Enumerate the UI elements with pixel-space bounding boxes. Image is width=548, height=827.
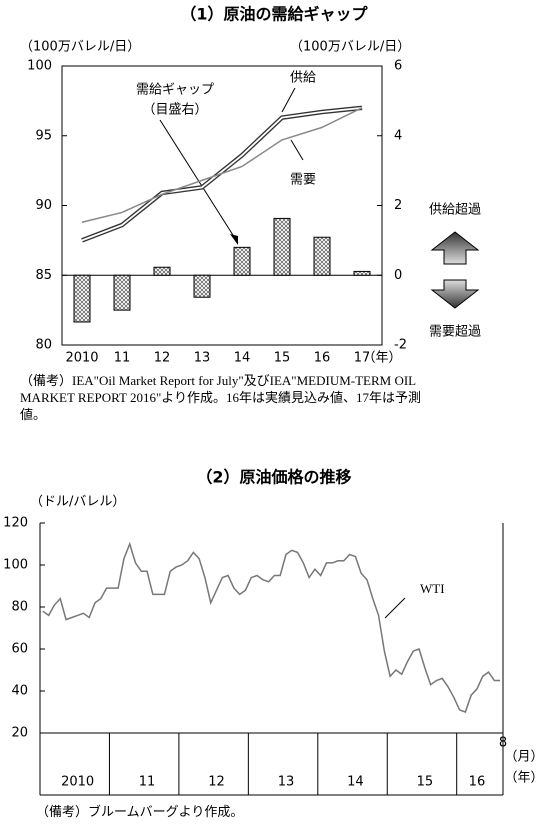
y-tick-label: 60 xyxy=(11,642,28,657)
x-tick-label: 14 xyxy=(234,351,251,366)
x-tick-label: 11 xyxy=(114,351,131,366)
year-label: 11 xyxy=(139,775,156,790)
x-tick-label: 2010 xyxy=(65,351,98,366)
series-label: WTI xyxy=(420,581,445,596)
year-label: 16 xyxy=(469,775,486,790)
arrowhead xyxy=(230,234,238,245)
pointer xyxy=(384,597,406,619)
annotation: （目盛右） xyxy=(142,103,207,118)
pointer xyxy=(281,87,296,113)
chart-title: （1）原油の需給ギャップ xyxy=(180,5,368,24)
year-label: 15 xyxy=(417,775,434,790)
year-label: 2010 xyxy=(61,775,94,790)
price-line xyxy=(42,541,501,713)
y-label: （100万バレル/日） xyxy=(20,40,140,55)
y-tick-label: 80 xyxy=(11,600,28,615)
y-tick-label: 85 xyxy=(35,268,52,283)
down-arrow xyxy=(430,279,480,309)
bar xyxy=(193,274,211,298)
y-tick-label: 20 xyxy=(11,726,28,741)
y-tick-label: 80 xyxy=(35,338,52,353)
x-unit: （月） xyxy=(504,750,543,765)
y-tick-label: 100 xyxy=(27,59,52,74)
y-tick-label: 90 xyxy=(35,198,52,213)
month-label: 8 xyxy=(499,736,507,751)
bar xyxy=(313,236,331,276)
plot-frame xyxy=(61,65,383,346)
supply-line-inner xyxy=(81,106,363,242)
chart-title: （2）原油価格の推移 xyxy=(196,468,351,487)
bar xyxy=(233,246,251,276)
y-tick-label: 120 xyxy=(3,516,28,531)
x-tick-label: 15 xyxy=(274,351,291,366)
y-tick-label: 100 xyxy=(3,558,28,573)
bar xyxy=(153,266,171,276)
y2-tick-label: 0 xyxy=(394,268,402,283)
bar xyxy=(73,274,91,323)
annotation: 需給ギャップ xyxy=(136,83,214,98)
x-tick-label: 16 xyxy=(314,351,331,366)
bar xyxy=(353,270,371,276)
legend-label: 需要 xyxy=(290,173,316,188)
x-tick-label: 17 xyxy=(354,351,371,366)
y2-tick-label: 4 xyxy=(394,128,402,143)
y-tick-label: 40 xyxy=(11,684,28,699)
bar xyxy=(113,274,131,311)
note: （備考）ブルームバーグより作成。 xyxy=(36,804,244,819)
x-tick-label: 13 xyxy=(194,351,211,366)
x-unit: （年） xyxy=(362,351,401,366)
year-label: 12 xyxy=(208,775,225,790)
note: （備考）IEA"Oil Market Report for July"及びIEA… xyxy=(20,373,422,422)
y2-tick-label: 6 xyxy=(394,59,402,74)
y2-tick-label: 2 xyxy=(394,198,402,213)
pointer xyxy=(290,139,304,161)
y-label: （ドル/バレル） xyxy=(30,495,125,510)
y-tick-label: 95 xyxy=(35,128,52,143)
y2-tick-label: -2 xyxy=(394,338,407,353)
year-label: 13 xyxy=(278,775,295,790)
demand-line xyxy=(81,107,363,223)
year-unit: （年） xyxy=(504,771,543,786)
annotation: 需要超過 xyxy=(429,325,481,340)
year-label: 14 xyxy=(347,775,364,790)
bar xyxy=(273,217,291,276)
x-tick-label: 12 xyxy=(154,351,171,366)
up-arrow xyxy=(430,231,480,265)
annotation: 供給超過 xyxy=(429,203,481,218)
legend-label: 供給 xyxy=(290,71,316,86)
y2-label: （100万バレル/日） xyxy=(290,40,410,55)
